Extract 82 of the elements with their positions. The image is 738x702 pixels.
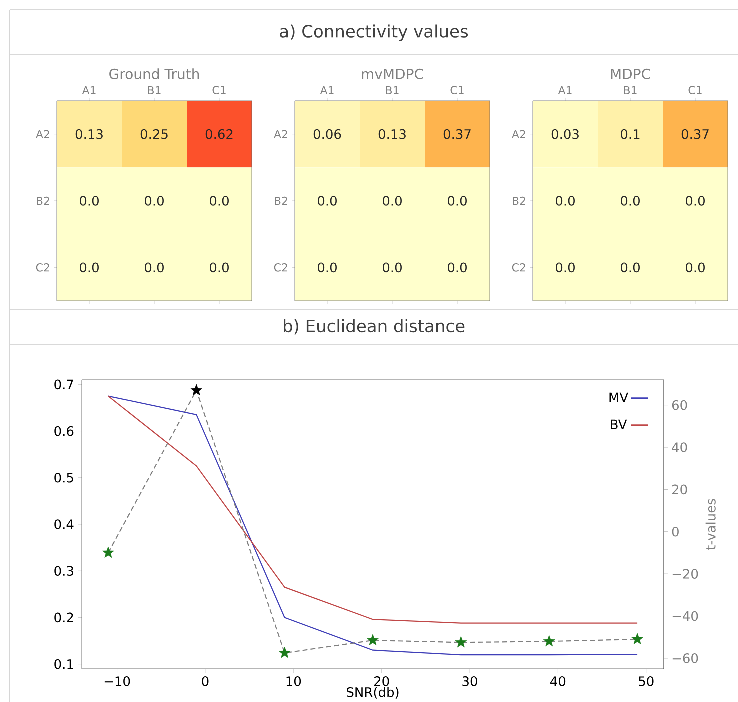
data-label: 0.0: [145, 196, 164, 206]
y-tick-label: A2: [274, 130, 288, 138]
x-tick-label: 40: [550, 676, 566, 686]
y2-tick-label: −40: [672, 611, 698, 622]
data-label: 0.0: [686, 262, 705, 273]
x-tick-label: 20: [374, 676, 390, 686]
data-label: 0.62: [206, 129, 233, 140]
y-tick-label: C2: [274, 264, 288, 272]
chart-title: mvMDPC: [362, 68, 424, 80]
y-tick-label: 0.6: [54, 426, 74, 436]
y-tick-label: B2: [275, 196, 288, 206]
data-label: 0.13: [378, 129, 406, 140]
y2-tick-label: 20: [672, 484, 688, 495]
data-label: 0.37: [682, 129, 709, 140]
data-label: 0.0: [556, 262, 575, 273]
y-tick-label: B2: [513, 196, 526, 206]
chart-title: MDPC: [611, 68, 650, 80]
x-tick-label: B1: [386, 86, 399, 94]
x-axis-title: SNR(db): [347, 687, 399, 699]
y2-tick-label: 40: [672, 442, 688, 452]
data-label: 0.0: [318, 262, 337, 273]
y-tick-label: A2: [36, 130, 50, 138]
data-label: 0.13: [76, 129, 103, 140]
y2-tick-label: 0: [672, 526, 679, 537]
data-label: 0.1: [621, 129, 640, 140]
data-label: 0.0: [318, 196, 337, 206]
point: [544, 635, 556, 647]
x-tick-label: 30: [462, 676, 478, 686]
x-tick-label: C1: [688, 86, 702, 94]
data-label: 0.0: [145, 262, 164, 273]
point: [278, 647, 291, 658]
x-tick-label: 50: [639, 676, 654, 686]
data-label: 0.0: [448, 196, 467, 206]
data-label: 0.0: [210, 196, 229, 206]
y-tick-label: 0.5: [54, 472, 74, 483]
x-tick-label: C1: [212, 86, 226, 94]
x-tick-label: 0: [202, 676, 209, 686]
data-label: 0.0: [210, 262, 229, 273]
y-tick-label: 0.7: [54, 380, 74, 390]
x-tick-label: B1: [624, 86, 637, 94]
data-label: 0.0: [80, 196, 99, 206]
chart-title: Ground Truth: [110, 68, 200, 80]
x-tick-label: A1: [82, 86, 96, 94]
y-tick-label: A2: [512, 130, 526, 138]
y-tick-label: C2: [36, 264, 50, 272]
y-tick-label: 0.4: [54, 520, 74, 530]
point: [190, 384, 202, 396]
data-label: 0.0: [556, 196, 575, 206]
point: [632, 633, 644, 644]
data-label: 0.0: [686, 196, 705, 206]
data-label: 0.0: [621, 262, 640, 273]
data-label: 0.0: [383, 196, 402, 206]
legend-label: MV: [610, 392, 628, 402]
data-label: 0.25: [140, 129, 168, 140]
y-tick-label: 0.3: [54, 566, 74, 576]
point: [455, 636, 468, 648]
legend-label: BV: [611, 420, 628, 430]
point: [367, 634, 379, 646]
x-tick-label: A1: [558, 86, 572, 94]
data-label: 0.03: [552, 129, 579, 140]
data-label: 0.0: [80, 262, 99, 273]
data-label: 0.06: [314, 129, 342, 140]
y2-tick-label: −60: [672, 654, 698, 664]
y2-tick-label: 60: [672, 400, 688, 410]
x-tick-label: C1: [450, 86, 464, 94]
chart-title: b) Euclidean distance: [284, 319, 465, 335]
x-tick-label: B1: [148, 86, 161, 94]
y-tick-label: 0.1: [54, 659, 74, 670]
y2-tick-label: −20: [672, 569, 698, 579]
y-tick-label: B2: [37, 196, 50, 206]
y2-axis-title: t-values: [706, 499, 716, 550]
data-label: 0.0: [383, 262, 402, 273]
x-tick-label: 10: [286, 676, 302, 686]
data-label: 0.0: [448, 262, 467, 273]
data-label: 0.0: [621, 196, 640, 206]
point: [102, 546, 114, 558]
x-tick-label: A1: [320, 86, 334, 94]
x-tick-label: −10: [104, 676, 130, 686]
text: a) Connectivity values: [280, 24, 468, 42]
data-label: 0.37: [444, 129, 471, 140]
y-tick-label: C2: [512, 264, 526, 272]
y-tick-label: 0.2: [54, 612, 74, 623]
